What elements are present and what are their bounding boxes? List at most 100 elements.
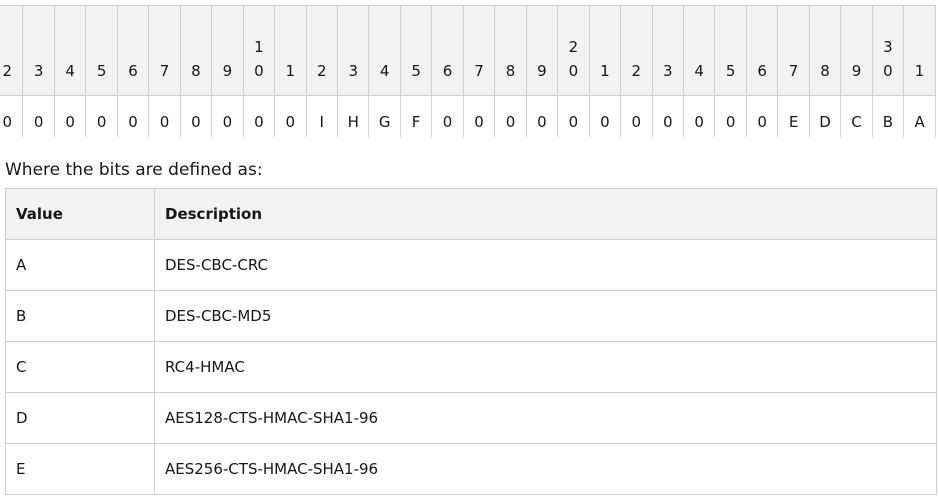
bit-value: 0 bbox=[179, 95, 213, 137]
bit-value: G bbox=[368, 95, 401, 137]
bit-index: 5 bbox=[714, 5, 747, 96]
bit-index: 4 bbox=[368, 5, 401, 96]
bit-value: 0 bbox=[620, 95, 653, 137]
definitions-header: Value Description bbox=[5, 188, 937, 240]
bit-index-label: 5 bbox=[96, 62, 107, 80]
bit-index-label: 2 bbox=[2, 62, 12, 80]
value-cell: A bbox=[5, 239, 155, 291]
bit-index: 9 bbox=[525, 5, 559, 96]
description-cell: AES256-CTS-HMAC-SHA1-96 bbox=[154, 443, 937, 495]
bit-value: 0 bbox=[651, 95, 684, 137]
bit-index-label: 8 bbox=[820, 62, 830, 80]
caption: Where the bits are defined as: bbox=[5, 160, 263, 180]
bit-value: 0 bbox=[525, 95, 559, 137]
bit-index-label: 4 bbox=[694, 62, 704, 80]
bit-index-label: 2 bbox=[631, 62, 642, 80]
bit-index-label: 20 bbox=[568, 38, 579, 80]
bit-index-label: 3 bbox=[348, 62, 358, 80]
bit-index-label: 30 bbox=[883, 38, 893, 80]
bit-index-label: 9 bbox=[851, 62, 862, 80]
bit-index-label: 3 bbox=[662, 62, 673, 80]
bit-value: D bbox=[808, 95, 842, 137]
bit-index-label: 3 bbox=[33, 62, 44, 80]
bit-value: 0 bbox=[714, 95, 747, 137]
bit-index-label: 7 bbox=[788, 62, 799, 80]
definition-row: A DES-CBC-CRC bbox=[5, 239, 937, 291]
definitions-body: A DES-CBC-CRC B DES-CBC-MD5 C RC4-HMAC D AES128… bbox=[5, 239, 937, 495]
value-cell: E bbox=[5, 443, 155, 495]
bit-value: 0 bbox=[85, 95, 118, 137]
bit-value: 0 bbox=[53, 95, 87, 137]
bit-value: E bbox=[777, 95, 810, 137]
bit-index: 4 bbox=[53, 5, 87, 96]
definitions-table: Value Description A DES-CBC-CRC B DES-CBC-MD… bbox=[5, 188, 937, 495]
bit-index: 6 bbox=[116, 5, 150, 96]
bit-index-label: 5 bbox=[411, 62, 421, 80]
bit-index: 1 bbox=[588, 5, 622, 96]
bit-value: 0 bbox=[462, 95, 496, 137]
bit-value: 0 bbox=[211, 95, 244, 137]
bit-index-label: 8 bbox=[505, 62, 516, 80]
bit-index-label: 9 bbox=[537, 62, 547, 80]
bit-index: 30 bbox=[871, 5, 905, 96]
bit-value: B bbox=[871, 95, 905, 137]
bit-index: 6 bbox=[745, 5, 779, 96]
bit-index: 7 bbox=[777, 5, 810, 96]
bit-value: H bbox=[336, 95, 370, 137]
description-cell: DES-CBC-CRC bbox=[154, 239, 937, 291]
bit-index: 8 bbox=[494, 5, 527, 96]
value-cell: B bbox=[5, 290, 155, 342]
definition-row: B DES-CBC-MD5 bbox=[5, 290, 937, 342]
bit-value: 0 bbox=[0, 95, 24, 137]
bit-index-label: 1 bbox=[600, 62, 610, 80]
bit-value: A bbox=[903, 95, 936, 137]
bit-index-label: 6 bbox=[128, 62, 138, 80]
bit-index: 6 bbox=[431, 5, 464, 96]
bit-index: 8 bbox=[179, 5, 213, 96]
bit-index-label: 5 bbox=[725, 62, 736, 80]
bit-index-label: 4 bbox=[65, 62, 75, 80]
column-header: Value bbox=[5, 188, 155, 240]
bit-index: 2 bbox=[0, 5, 24, 96]
value-cell: D bbox=[5, 392, 155, 444]
bit-index: 9 bbox=[840, 5, 873, 96]
bit-index-label: 1 bbox=[285, 62, 296, 80]
bit-value: 0 bbox=[682, 95, 716, 137]
bit-index: 5 bbox=[85, 5, 118, 96]
bit-value: F bbox=[399, 95, 433, 137]
bit-value: 0 bbox=[588, 95, 622, 137]
bit-index-label: 9 bbox=[222, 62, 233, 80]
bit-index: 3 bbox=[22, 5, 55, 96]
bit-value: 0 bbox=[431, 95, 464, 137]
definition-row: D AES128-CTS-HMAC-SHA1-96 bbox=[5, 392, 937, 444]
bit-index: 9 bbox=[211, 5, 244, 96]
bit-index: 8 bbox=[808, 5, 842, 96]
bit-value: 0 bbox=[557, 95, 590, 137]
bit-index-label: 7 bbox=[159, 62, 170, 80]
bit-index-label: 6 bbox=[442, 62, 453, 80]
bit-index-label: 10 bbox=[254, 38, 264, 80]
bit-index-label: 7 bbox=[474, 62, 484, 80]
definition-row: E AES256-CTS-HMAC-SHA1-96 bbox=[5, 443, 937, 495]
bit-value: 0 bbox=[745, 95, 779, 137]
bit-index: 2 bbox=[620, 5, 653, 96]
definition-row: C RC4-HMAC bbox=[5, 341, 937, 393]
column-header: Description bbox=[154, 188, 937, 240]
bit-index: 1 bbox=[903, 5, 936, 96]
description-cell: AES128-CTS-HMAC-SHA1-96 bbox=[154, 392, 937, 444]
bit-index-label: 6 bbox=[757, 62, 767, 80]
bit-index: 2 bbox=[305, 5, 338, 96]
bit-index: 20 bbox=[557, 5, 590, 96]
bit-value: C bbox=[840, 95, 873, 137]
bit-index-label: 1 bbox=[914, 62, 925, 80]
bit-value: I bbox=[305, 95, 338, 137]
description-cell: DES-CBC-MD5 bbox=[154, 290, 937, 342]
bit-index: 7 bbox=[148, 5, 181, 96]
bit-index: 4 bbox=[682, 5, 716, 96]
bit-header-row: 2 3 4 5 6 7 8 9 10 1 2 3 4 5 6 7 8 9 20 1 2 3 4 5 6 7 8 9 30 1 bbox=[0, 5, 936, 96]
bit-value: 0 bbox=[148, 95, 181, 137]
bit-index: 7 bbox=[462, 5, 496, 96]
